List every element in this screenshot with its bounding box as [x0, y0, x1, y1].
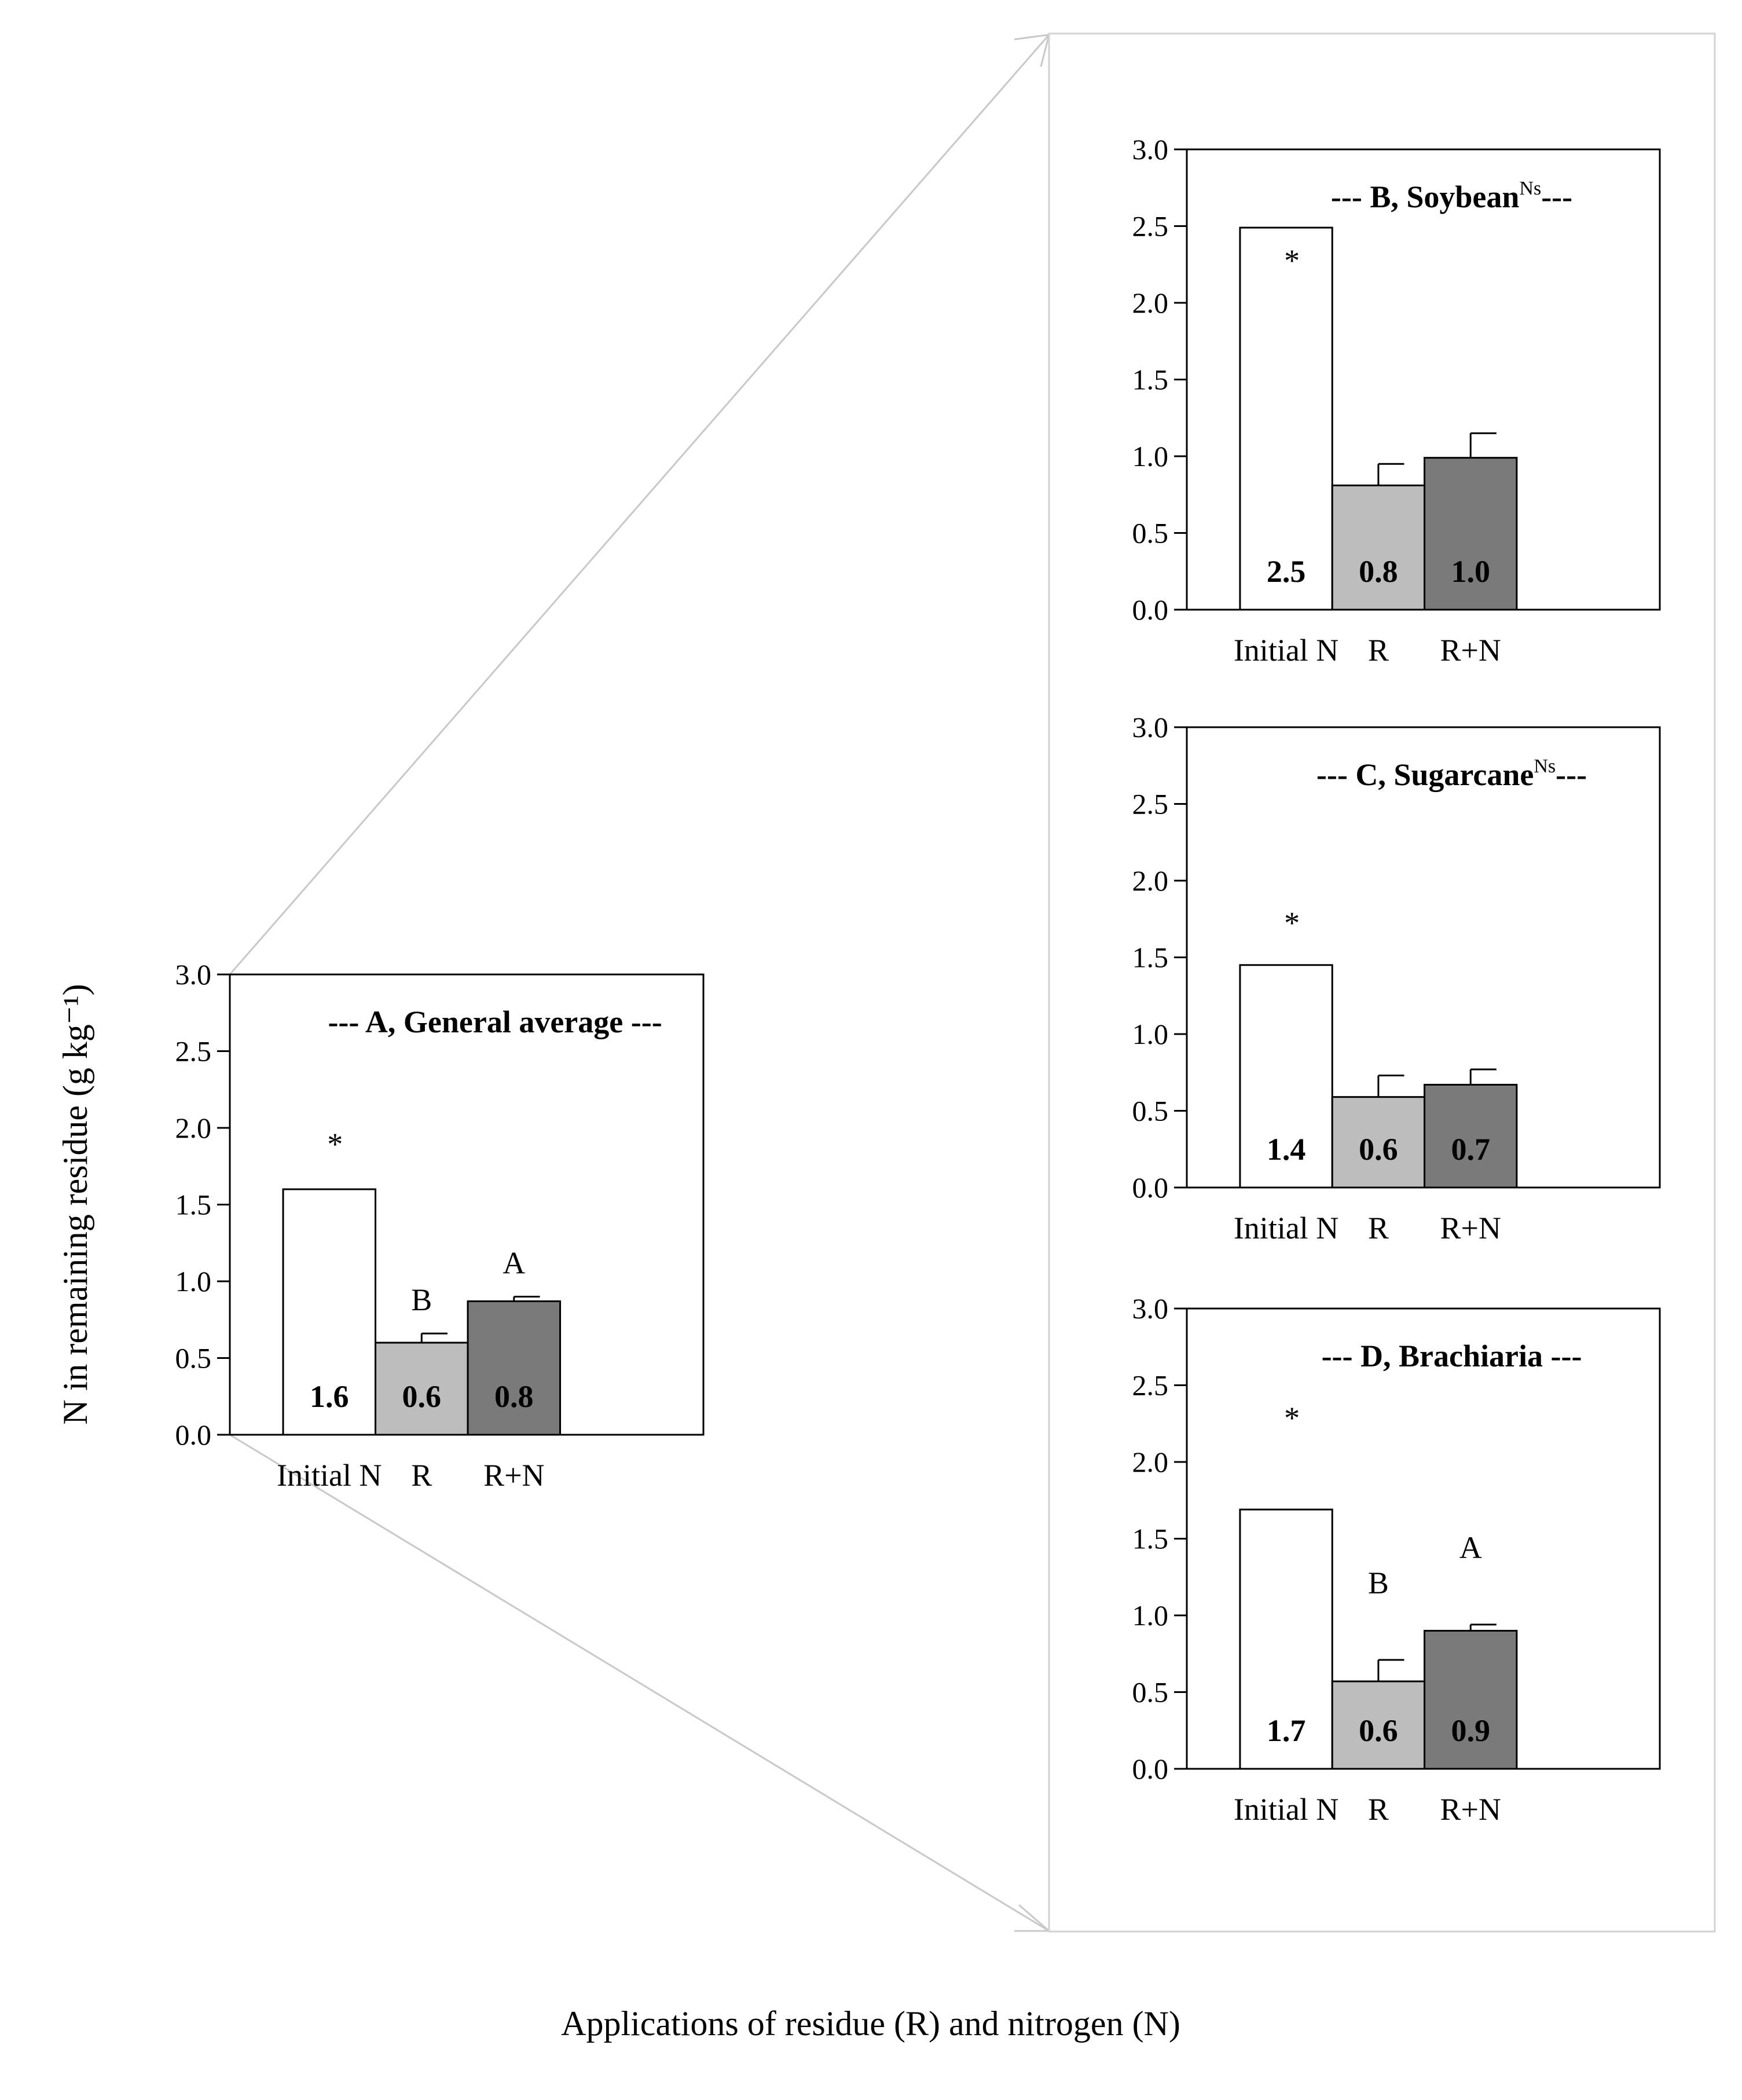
- significance-label: *: [1284, 1401, 1300, 1435]
- y-tick-label: 3.0: [1132, 133, 1169, 166]
- x-tick-label: Initial N: [277, 1458, 382, 1493]
- bar: [467, 1300, 562, 1436]
- y-tick-label: 1.5: [1132, 364, 1169, 396]
- y-tick-label: 2.5: [1132, 788, 1169, 820]
- data-label: 0.6: [1359, 1132, 1398, 1167]
- y-tick-label: 0.0: [1132, 1171, 1169, 1204]
- y-tick-label: 1.5: [1132, 941, 1169, 974]
- data-label: 0.8: [1359, 554, 1398, 589]
- y-tick-label: 2.0: [1132, 287, 1169, 319]
- data-label: 0.8: [494, 1379, 534, 1414]
- data-label: 0.7: [1451, 1132, 1490, 1167]
- x-tick-label: R+N: [483, 1458, 544, 1493]
- x-tick-label: Initial N: [1234, 633, 1338, 668]
- bar: [1424, 1630, 1518, 1770]
- x-tick-label: R: [1368, 633, 1389, 668]
- panel-title-suffix: ---: [1556, 757, 1587, 792]
- x-tick-label: R+N: [1440, 633, 1501, 668]
- panel-b-chart: 0.0 0.5 1.0 1.5 2.0 2.5 3.0 2.5 Initial N * 0.8 R 1.…: [1132, 133, 1661, 668]
- y-tick-label: 3.0: [1132, 1292, 1169, 1325]
- y-tick-label: 1.0: [1132, 1599, 1169, 1632]
- x-tick-label: R+N: [1440, 1211, 1501, 1245]
- panel-title: --- B, SoybeanNs---: [1331, 178, 1572, 214]
- y-tick-label: 0.5: [1132, 1095, 1169, 1127]
- y-tick-label: 2.5: [1132, 1369, 1169, 1402]
- data-label: 1.4: [1267, 1132, 1306, 1167]
- y-tick-label: 0.0: [1132, 593, 1169, 626]
- significance-label: A: [1459, 1530, 1482, 1565]
- data-label: 0.9: [1451, 1713, 1490, 1748]
- connector-top: [229, 34, 1050, 975]
- x-tick-label: R: [411, 1458, 432, 1493]
- bar: [1239, 226, 1333, 611]
- panel-c-chart: 0.0 0.5 1.0 1.5 2.0 2.5 3.0 1.4 Initial N * 0.6 R 0.…: [1132, 711, 1661, 1245]
- panel-d-chart: 0.0 0.5 1.0 1.5 2.0 2.5 3.0 1.7 Initial N * 0.6 R B 0…: [1132, 1292, 1661, 1827]
- data-label: 2.5: [1267, 554, 1306, 589]
- y-tick-label: 1.0: [175, 1265, 212, 1298]
- bar: [1424, 1083, 1518, 1189]
- y-tick-label: 2.0: [1132, 1446, 1169, 1478]
- y-axis-title: N in remaining residue (g kg⁻¹): [56, 984, 94, 1424]
- y-tick-label: 2.5: [1132, 210, 1169, 243]
- significance-label: *: [1284, 243, 1300, 278]
- y-tick-label: 2.0: [175, 1112, 212, 1144]
- zoom-connectors: [229, 34, 1052, 1932]
- panel-title-suffix: ---: [1541, 179, 1572, 214]
- panel-a-chart: 0.0 0.5 1.0 1.5 2.0 2.5 3.0 1.6 Initial N * 0.6 R B 0…: [175, 958, 705, 1493]
- y-tick-label: 1.5: [175, 1189, 212, 1221]
- bar: [1239, 964, 1333, 1189]
- panel-title-main: --- D, Brachiaria ---: [1322, 1339, 1582, 1373]
- y-tick-label: 0.5: [1132, 517, 1169, 549]
- data-label: 0.6: [1359, 1713, 1398, 1748]
- panel-title-superscript: Ns: [1534, 756, 1556, 777]
- y-tick-label: 1.5: [1132, 1523, 1169, 1555]
- bar: [1239, 1508, 1333, 1770]
- x-axis-title: Applications of residue (R) and nitrogen…: [561, 2004, 1180, 2043]
- significance-label: *: [327, 1127, 343, 1161]
- panel-title: --- D, Brachiaria ---: [1322, 1339, 1582, 1373]
- data-label: 1.7: [1267, 1713, 1306, 1748]
- significance-label: A: [503, 1246, 525, 1281]
- y-tick-label: 0.5: [175, 1342, 212, 1375]
- significance-label: *: [1284, 906, 1300, 940]
- bar: [282, 1188, 377, 1436]
- bar: [1331, 1680, 1426, 1770]
- y-tick-label: 2.5: [175, 1035, 212, 1068]
- x-tick-label: R: [1368, 1211, 1389, 1245]
- significance-label: B: [1368, 1566, 1389, 1600]
- y-tick-label: 1.0: [1132, 1018, 1169, 1050]
- y-tick-label: 0.5: [1132, 1676, 1169, 1709]
- x-tick-label: R: [1368, 1792, 1389, 1827]
- bar: [1424, 457, 1518, 611]
- panel-title-main: --- A, General average ---: [328, 1005, 662, 1039]
- y-tick-label: 3.0: [175, 958, 212, 991]
- data-label: 0.6: [402, 1379, 442, 1414]
- data-label: 1.6: [310, 1379, 349, 1414]
- panel-title-main: --- B, Soybean: [1331, 179, 1520, 214]
- bar: [375, 1342, 469, 1436]
- data-label: 1.0: [1451, 554, 1490, 589]
- panel-title-superscript: Ns: [1519, 178, 1541, 199]
- y-tick-label: 3.0: [1132, 711, 1169, 743]
- x-tick-label: Initial N: [1234, 1792, 1338, 1827]
- y-tick-label: 0.0: [1132, 1753, 1169, 1785]
- y-tick-label: 1.0: [1132, 440, 1169, 472]
- significance-label: B: [411, 1282, 432, 1317]
- panel-title-main: --- C, Sugarcane: [1316, 757, 1534, 792]
- y-tick-label: 2.0: [1132, 864, 1169, 897]
- bar: [1331, 484, 1426, 611]
- panel-title: --- C, SugarcaneNs---: [1316, 756, 1587, 792]
- connector-bottom: [229, 1434, 1050, 1932]
- panel-title: --- A, General average ---: [328, 1005, 662, 1039]
- zoom-box: [1048, 32, 1716, 1933]
- x-tick-label: R+N: [1440, 1792, 1501, 1827]
- y-tick-label: 0.0: [175, 1419, 212, 1451]
- connector-arrowhead-bottom: [1014, 1904, 1052, 1932]
- x-tick-label: Initial N: [1234, 1211, 1338, 1245]
